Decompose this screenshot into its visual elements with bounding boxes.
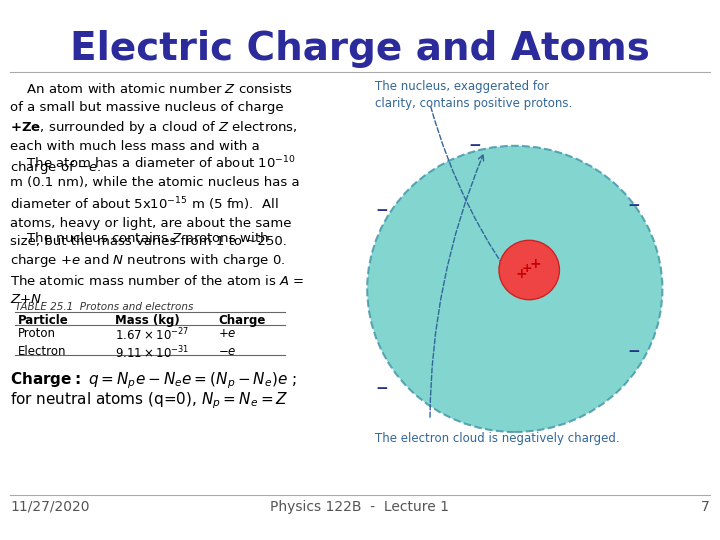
Text: An atom with atomic number $\mathit{Z}$ consists
of a small but massive nucleus : An atom with atomic number $\mathit{Z}$ … [10,82,298,176]
Text: −: − [469,138,482,153]
Text: The atom has a diameter of about $10^{-10}$
m (0.1 nm), while the atomic nucleus: The atom has a diameter of about $10^{-1… [10,155,300,248]
Text: The nucleus, exaggerated for
clarity, contains positive protons.: The nucleus, exaggerated for clarity, co… [375,80,572,110]
Text: $\mathbf{Charge:}$ $q = N_p e - N_e e = (N_p - N_e)e$ ;: $\mathbf{Charge:}$ $q = N_p e - N_e e = … [10,370,297,390]
Text: Charge: Charge [218,314,266,327]
Text: Electric Charge and Atoms: Electric Charge and Atoms [70,30,650,68]
Text: +: + [516,267,527,281]
Text: 7: 7 [701,500,710,514]
Text: TABLE 25.1  Protons and electrons: TABLE 25.1 Protons and electrons [15,302,194,312]
Text: Electron: Electron [18,345,66,358]
Text: Physics 122B  -  Lecture 1: Physics 122B - Lecture 1 [271,500,449,514]
Ellipse shape [367,146,662,432]
Text: +: + [522,261,533,274]
Text: Mass (kg): Mass (kg) [115,314,180,327]
Text: for neutral atoms (q=0), $N_p = N_e = Z$: for neutral atoms (q=0), $N_p = N_e = Z$ [10,390,289,410]
Ellipse shape [499,240,559,300]
Text: The electron cloud is negatively charged.: The electron cloud is negatively charged… [375,432,620,445]
Text: −: − [375,203,388,218]
Text: $9.11 \times 10^{-31}$: $9.11 \times 10^{-31}$ [115,345,189,362]
Text: Particle: Particle [18,314,68,327]
Text: −: − [627,343,640,359]
Text: −: − [627,198,640,213]
Text: 11/27/2020: 11/27/2020 [10,500,89,514]
Text: Proton: Proton [18,327,56,340]
Text: $1.67 \times 10^{-27}$: $1.67 \times 10^{-27}$ [115,327,189,343]
Text: $-e$: $-e$ [218,345,237,358]
Text: −: − [375,381,388,396]
Text: +: + [529,257,541,271]
Text: $+e$: $+e$ [218,327,237,340]
Text: The nucleus contains $\mathit{Z}$ protons with
charge $+e$ and $\mathit{N}$ neut: The nucleus contains $\mathit{Z}$ proton… [10,230,305,306]
